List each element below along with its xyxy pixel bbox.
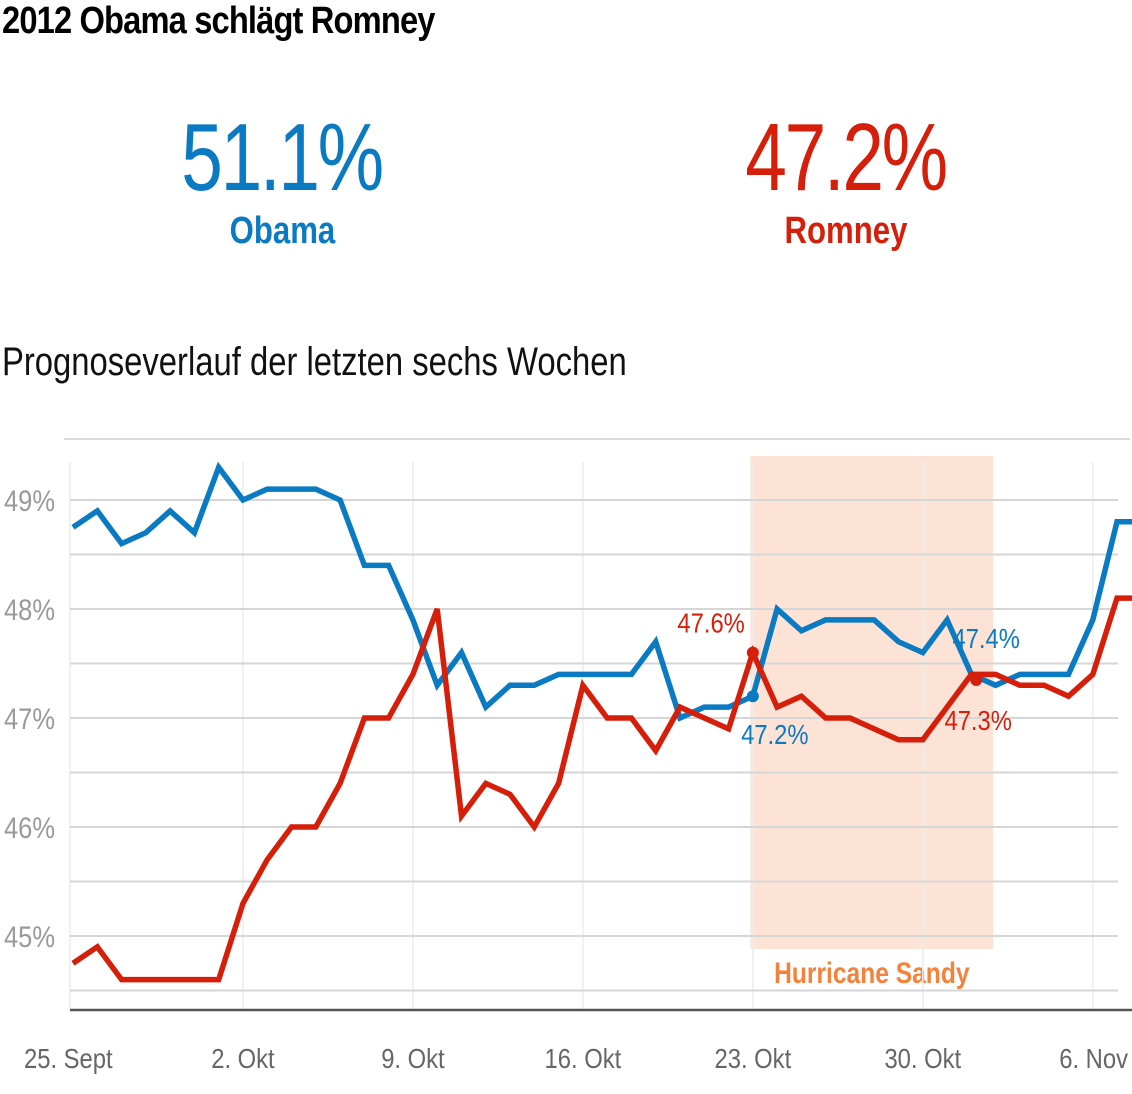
- y-tick-label: 46%: [4, 811, 55, 844]
- x-tick-label: 6. Nov: [1059, 1042, 1128, 1074]
- x-tick-label: 25. Sept: [24, 1042, 113, 1074]
- y-tick-label: 45%: [4, 920, 55, 953]
- hurricane-sandy-label: Hurricane Sandy: [774, 956, 970, 990]
- annotation-label-obama: 47.4%: [952, 622, 1019, 654]
- annotation-marker-romney: [746, 646, 759, 659]
- series-line-obama: [71, 461, 1132, 722]
- romney-kpi: 47.2% Romney: [666, 104, 1026, 252]
- annotation-marker-romney: [970, 673, 983, 686]
- chart-subtitle: Prognoseverlauf der letzten sechs Wochen: [2, 340, 627, 384]
- x-tick-label: 23. Okt: [715, 1042, 792, 1074]
- x-tick-label: 30. Okt: [884, 1042, 961, 1074]
- annotation-label-romney: 47.3%: [944, 704, 1011, 736]
- obama-kpi: 51.1% Obama: [102, 104, 462, 252]
- y-tick-label: 49%: [4, 484, 55, 517]
- y-tick-label: 48%: [4, 593, 55, 626]
- x-tick-label: 16. Okt: [545, 1042, 622, 1074]
- y-tick-label: 47%: [4, 702, 55, 735]
- romney-percent: 47.2%: [745, 104, 949, 211]
- obama-percent: 51.1%: [181, 104, 385, 211]
- obama-label: Obama: [229, 210, 335, 252]
- annotation-label-obama: 47.2%: [741, 718, 808, 750]
- annotation-marker-obama: [746, 690, 759, 703]
- page-title: 2012 Obama schlägt Romney: [2, 0, 435, 42]
- x-tick-label: 2. Okt: [211, 1042, 275, 1074]
- romney-label: Romney: [784, 210, 908, 252]
- annotation-label-romney: 47.6%: [677, 607, 744, 639]
- series-line-romney: [71, 595, 1132, 983]
- x-tick-label: 9. Okt: [381, 1042, 445, 1074]
